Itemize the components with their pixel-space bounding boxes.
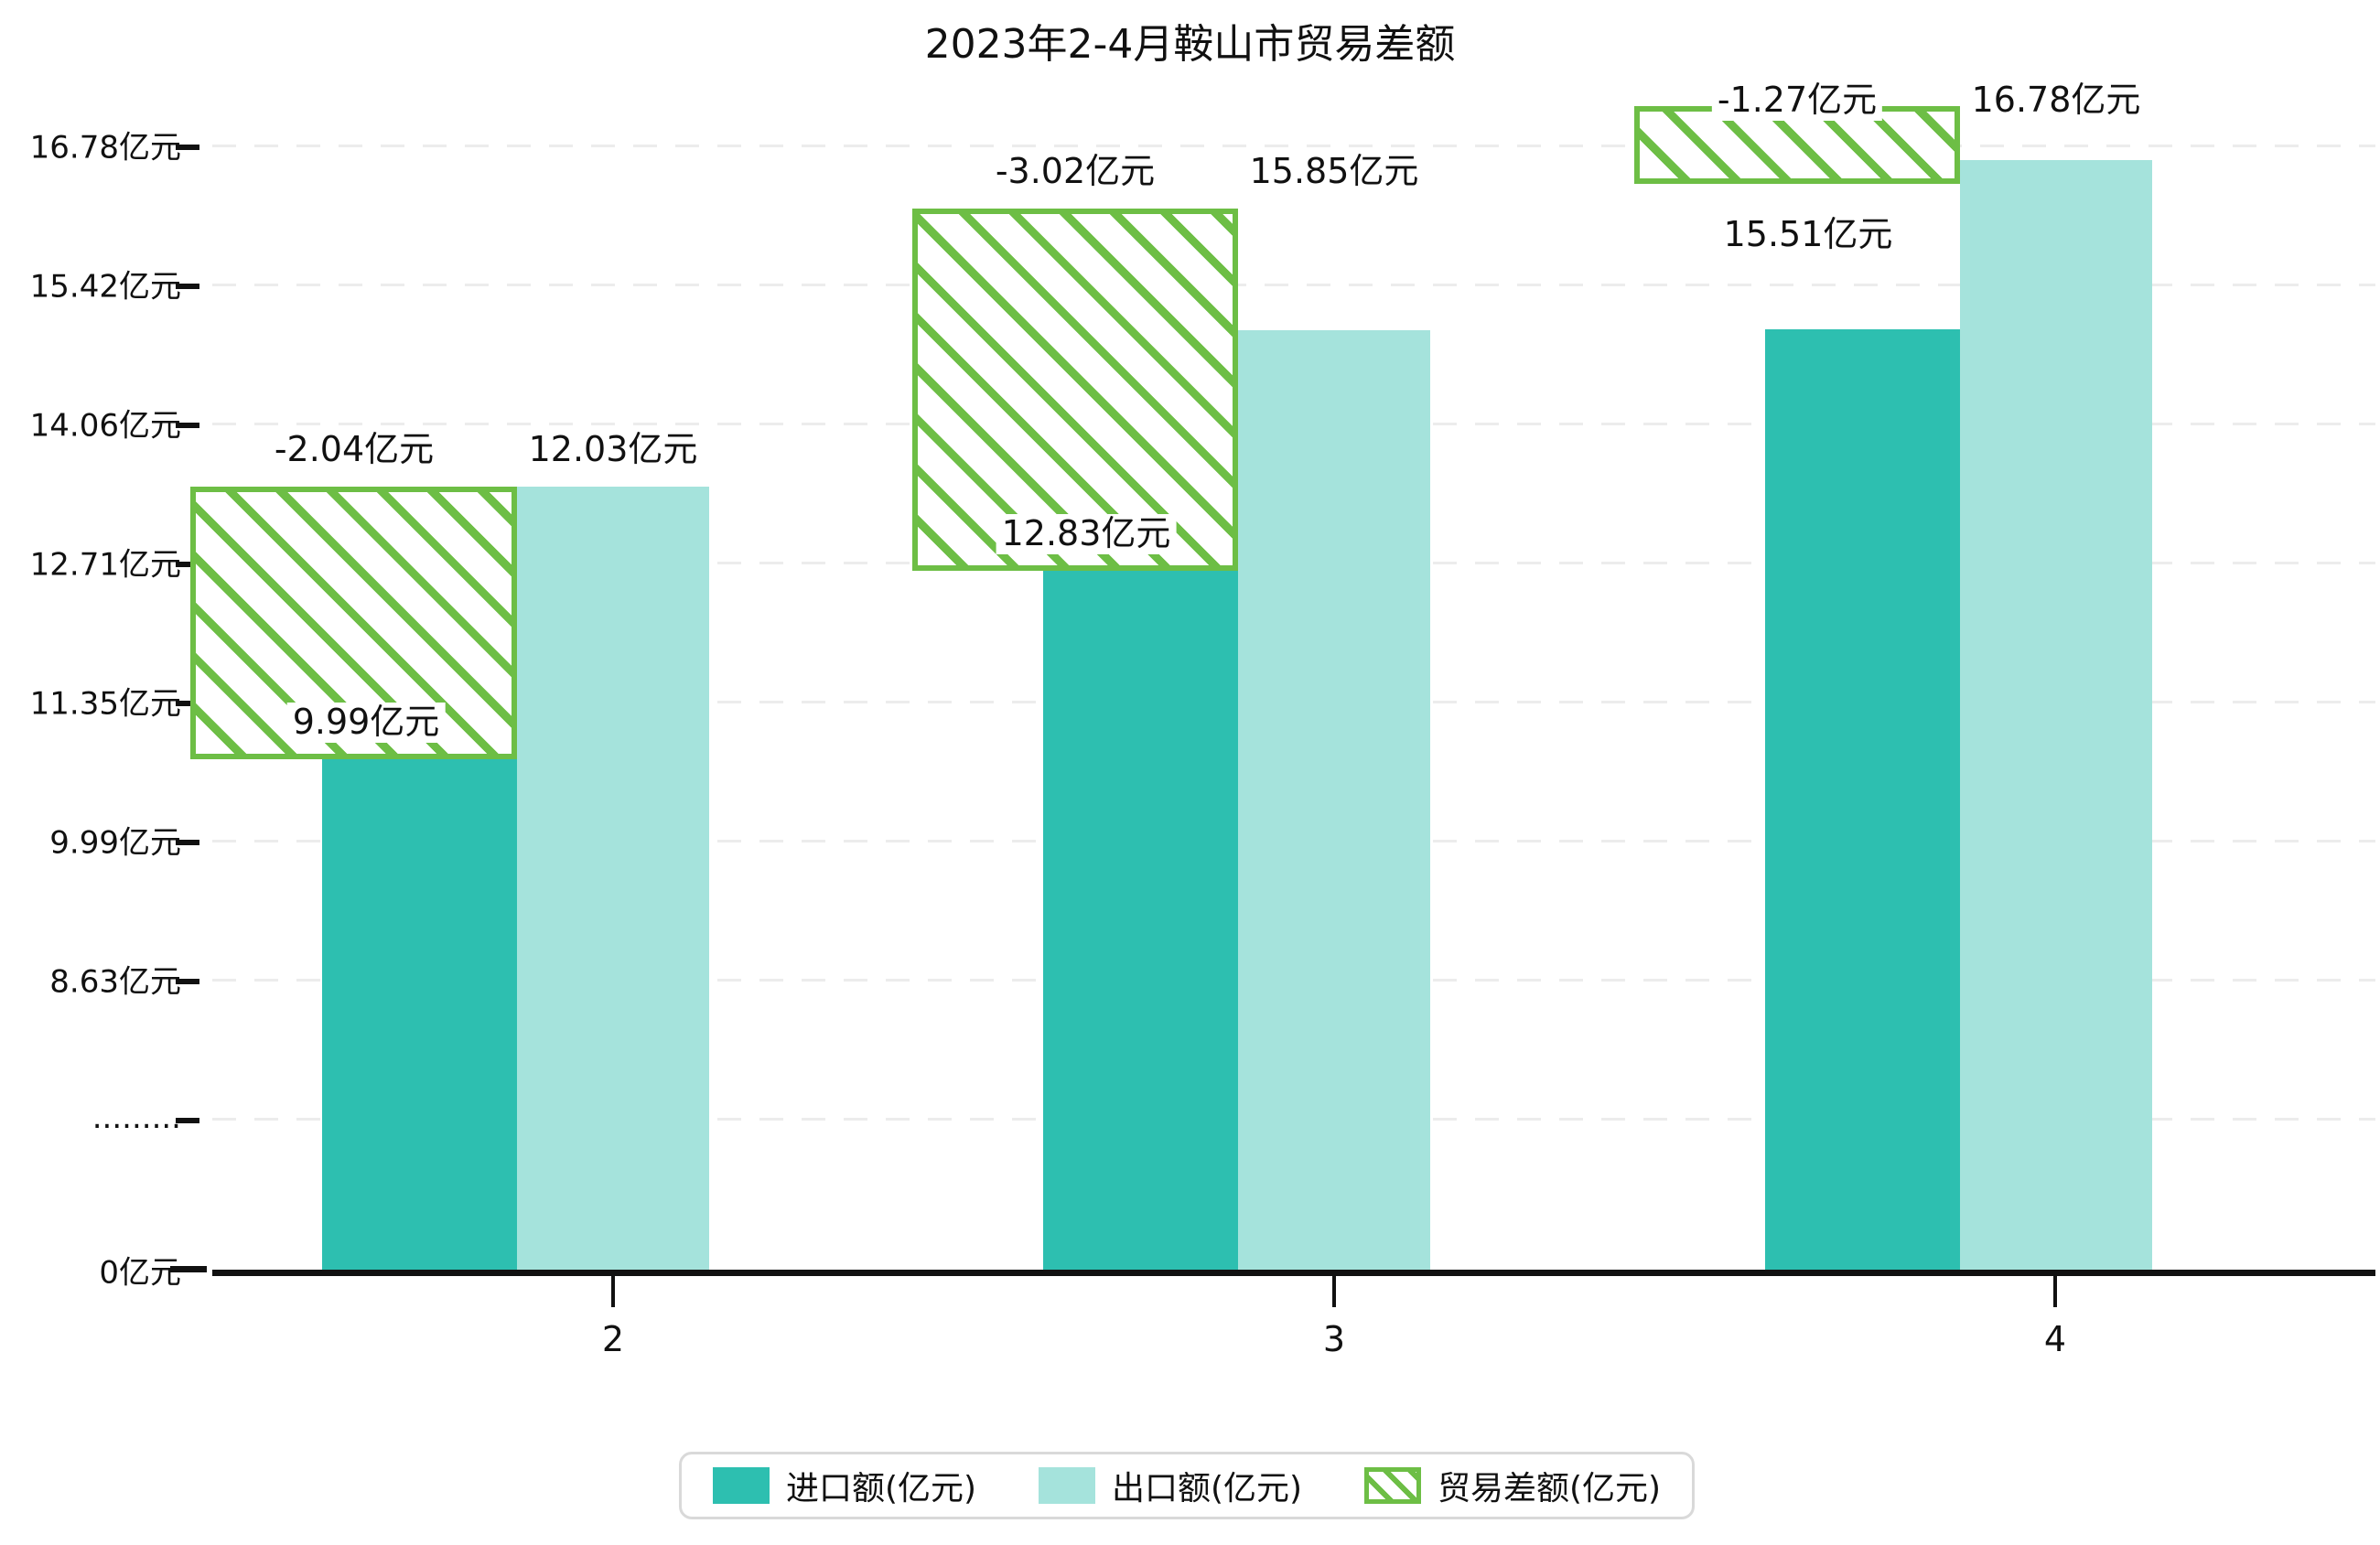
y-axis-label-column: 16.78亿元 15.42亿元 14.06亿元 12.71亿元 11.35亿元 … bbox=[0, 119, 181, 1292]
y-axis-tick-label: 0亿元 bbox=[99, 1254, 181, 1292]
y-axis-tick bbox=[176, 979, 199, 984]
x-axis-tick-label: 2 bbox=[601, 1319, 625, 1359]
y-axis-tick-label: 9.99亿元 bbox=[49, 824, 181, 862]
y-axis-tick-label: 12.71亿元 bbox=[29, 546, 181, 584]
y-axis-break-label: ......... bbox=[92, 1100, 181, 1136]
gridline bbox=[212, 284, 2375, 286]
y-axis-tick-zero bbox=[170, 1266, 207, 1272]
legend-item-difference[interactable]: 贸易差额(亿元) bbox=[1363, 1462, 1662, 1509]
chart-title: 2023年2-4月鞍山市贸易差额 bbox=[924, 21, 1456, 68]
value-label-difference-month-2: -2.04亿元 bbox=[268, 430, 440, 470]
bar-difference-month-3[interactable] bbox=[912, 209, 1238, 571]
y-axis-tick bbox=[176, 1118, 199, 1123]
value-label-import-month-2: 9.99亿元 bbox=[286, 703, 446, 743]
legend-swatch-difference-icon bbox=[1363, 1467, 1421, 1504]
y-axis-tick bbox=[176, 701, 199, 706]
bar-export-month-4[interactable] bbox=[1960, 160, 2152, 1270]
bar-import-month-2[interactable] bbox=[322, 759, 517, 1270]
legend-item-export[interactable]: 出口额(亿元) bbox=[1038, 1462, 1303, 1509]
y-axis-tick bbox=[176, 562, 199, 567]
y-axis-tick bbox=[176, 423, 199, 428]
x-axis-tick-label: 4 bbox=[2043, 1319, 2067, 1359]
y-axis-tick-label: 16.78亿元 bbox=[29, 129, 181, 166]
y-axis-tick bbox=[176, 145, 199, 150]
plot-area: -2.04亿元 9.99亿元 12.03亿元 -3.02亿元 12.83亿元 1… bbox=[170, 80, 2375, 1359]
bar-export-month-2[interactable] bbox=[517, 487, 709, 1270]
x-axis-tick bbox=[1332, 1276, 1336, 1307]
x-axis-tick bbox=[611, 1276, 615, 1307]
y-axis-tick bbox=[176, 284, 199, 289]
legend-label-difference: 贸易差额(亿元) bbox=[1437, 1470, 1662, 1507]
bar-import-month-3[interactable] bbox=[1043, 571, 1238, 1270]
value-label-import-month-4: 15.51亿元 bbox=[1718, 215, 1899, 255]
y-axis-tick-label: 11.35亿元 bbox=[29, 685, 181, 723]
chart-legend: 进口额(亿元) 出口额(亿元) 贸易差额(亿元) bbox=[679, 1452, 1695, 1519]
x-axis-tick bbox=[2053, 1276, 2057, 1307]
value-label-import-month-3: 12.83亿元 bbox=[996, 514, 1177, 554]
gridline bbox=[212, 145, 2375, 147]
bar-difference-month-2[interactable] bbox=[190, 487, 517, 759]
bar-export-month-3[interactable] bbox=[1238, 330, 1430, 1270]
value-label-export-month-4: 16.78亿元 bbox=[1965, 80, 2147, 121]
x-axis-line bbox=[212, 1270, 2375, 1276]
bar-import-month-4[interactable] bbox=[1765, 329, 1960, 1270]
value-label-export-month-3: 15.85亿元 bbox=[1244, 152, 1425, 192]
legend-label-export: 出口额(亿元) bbox=[1111, 1470, 1303, 1507]
y-axis-tick-label: 8.63亿元 bbox=[49, 963, 181, 1001]
value-label-export-month-2: 12.03亿元 bbox=[522, 430, 704, 470]
legend-swatch-import-icon bbox=[712, 1467, 770, 1504]
value-label-difference-month-4: -1.27亿元 bbox=[1711, 80, 1883, 121]
legend-item-import[interactable]: 进口额(亿元) bbox=[712, 1462, 977, 1509]
y-axis-tick-label: 15.42亿元 bbox=[29, 268, 181, 306]
value-label-difference-month-3: -3.02亿元 bbox=[989, 152, 1161, 192]
y-axis-tick bbox=[176, 840, 199, 845]
y-axis-tick-label: 14.06亿元 bbox=[29, 407, 181, 445]
legend-swatch-export-icon bbox=[1038, 1467, 1095, 1504]
legend-label-import: 进口额(亿元) bbox=[785, 1470, 977, 1507]
x-axis-tick-label: 3 bbox=[1322, 1319, 1346, 1359]
